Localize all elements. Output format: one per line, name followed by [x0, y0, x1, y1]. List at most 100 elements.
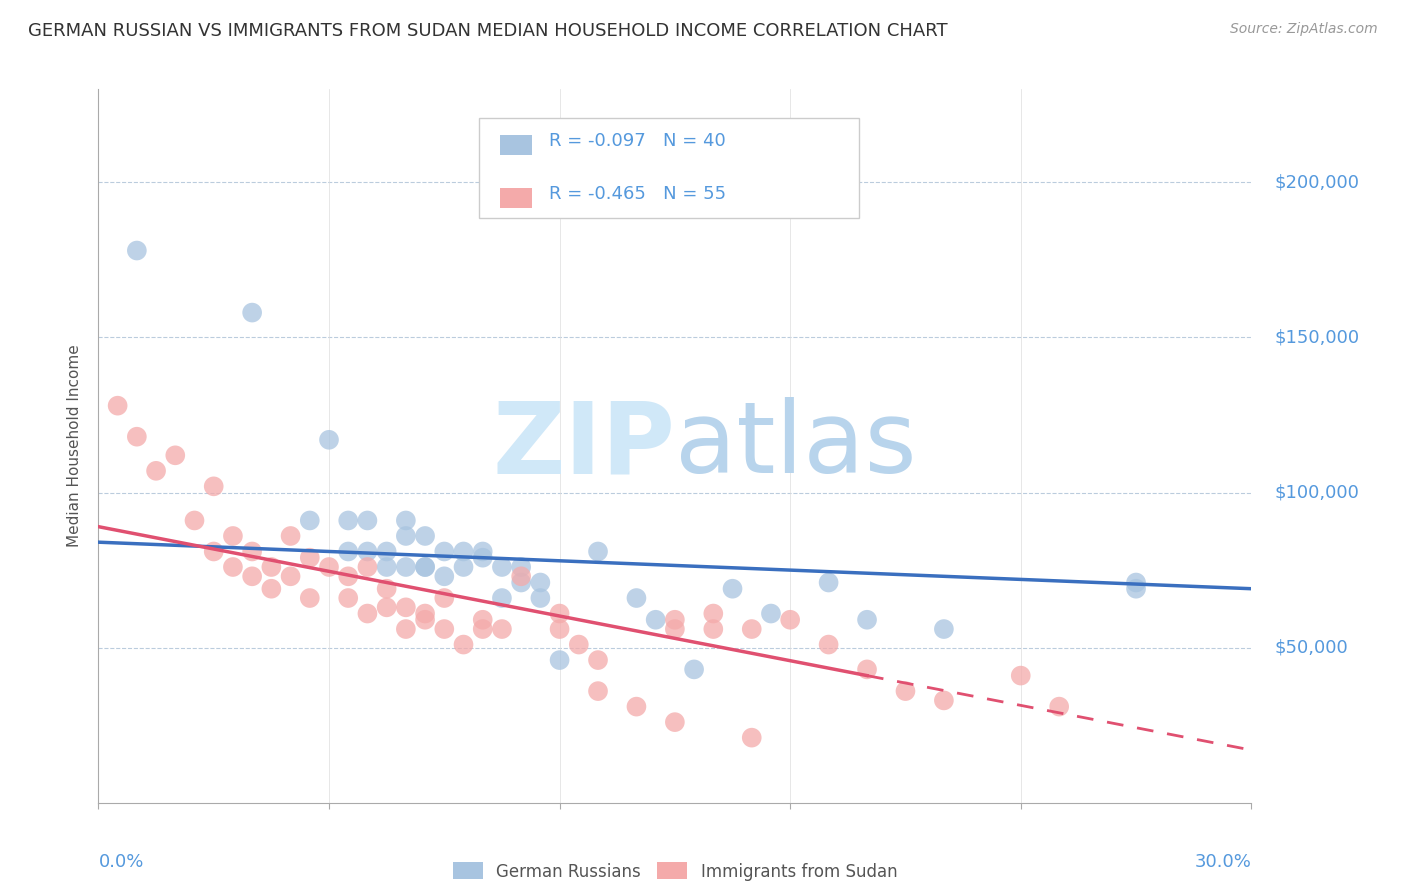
Point	[453, 544, 475, 558]
Point	[664, 715, 686, 730]
FancyBboxPatch shape	[479, 118, 859, 218]
Point	[298, 550, 321, 565]
Point	[586, 653, 609, 667]
Point	[741, 731, 763, 745]
Text: atlas: atlas	[675, 398, 917, 494]
Point	[318, 433, 340, 447]
Point	[395, 513, 418, 527]
Point	[702, 622, 724, 636]
Point	[586, 684, 609, 698]
Point	[240, 305, 263, 319]
Point	[375, 582, 398, 596]
Point	[491, 560, 513, 574]
Point	[260, 582, 283, 596]
Point	[413, 613, 436, 627]
Point	[280, 529, 302, 543]
Point	[375, 544, 398, 558]
Point	[395, 600, 418, 615]
Point	[413, 607, 436, 621]
Point	[491, 591, 513, 605]
Point	[395, 529, 418, 543]
Point	[375, 600, 398, 615]
Point	[433, 544, 456, 558]
Point	[817, 638, 839, 652]
Point	[568, 638, 591, 652]
Point	[260, 560, 283, 574]
Point	[125, 244, 148, 258]
FancyBboxPatch shape	[499, 188, 531, 209]
Point	[145, 464, 167, 478]
Point	[1010, 668, 1032, 682]
Point	[548, 607, 571, 621]
Point	[337, 544, 360, 558]
Text: $200,000: $200,000	[1274, 173, 1360, 191]
Point	[510, 569, 533, 583]
FancyBboxPatch shape	[499, 135, 531, 155]
Point	[337, 569, 360, 583]
Point	[932, 693, 955, 707]
Point	[510, 575, 533, 590]
Point	[337, 591, 360, 605]
Point	[433, 569, 456, 583]
Point	[664, 613, 686, 627]
Point	[586, 544, 609, 558]
Point	[453, 638, 475, 652]
Point	[626, 699, 648, 714]
Point	[932, 622, 955, 636]
Text: GERMAN RUSSIAN VS IMMIGRANTS FROM SUDAN MEDIAN HOUSEHOLD INCOME CORRELATION CHAR: GERMAN RUSSIAN VS IMMIGRANTS FROM SUDAN …	[28, 22, 948, 40]
Point	[702, 607, 724, 621]
Point	[491, 622, 513, 636]
Point	[356, 544, 378, 558]
Point	[395, 622, 418, 636]
Point	[510, 560, 533, 574]
Point	[453, 560, 475, 574]
Point	[202, 479, 225, 493]
Point	[298, 591, 321, 605]
Point	[471, 622, 494, 636]
Point	[107, 399, 129, 413]
Point	[817, 575, 839, 590]
Text: $50,000: $50,000	[1274, 639, 1348, 657]
Point	[356, 513, 378, 527]
Point	[1047, 699, 1070, 714]
Point	[779, 613, 801, 627]
Point	[280, 569, 302, 583]
Point	[318, 560, 340, 574]
Point	[471, 550, 494, 565]
Text: $150,000: $150,000	[1274, 328, 1360, 346]
Text: 0.0%: 0.0%	[98, 853, 143, 871]
Y-axis label: Median Household Income: Median Household Income	[67, 344, 83, 548]
Point	[433, 591, 456, 605]
Point	[183, 513, 205, 527]
Text: 30.0%: 30.0%	[1195, 853, 1251, 871]
Point	[125, 430, 148, 444]
Point	[721, 582, 744, 596]
Point	[1125, 582, 1147, 596]
Point	[165, 448, 187, 462]
Point	[664, 622, 686, 636]
Point	[529, 575, 551, 590]
Point	[413, 560, 436, 574]
Point	[856, 613, 879, 627]
Text: R = -0.465   N = 55: R = -0.465 N = 55	[550, 186, 727, 203]
Point	[202, 544, 225, 558]
Point	[644, 613, 666, 627]
Point	[548, 622, 571, 636]
Point	[433, 622, 456, 636]
Point	[356, 607, 378, 621]
Text: $100,000: $100,000	[1274, 483, 1360, 501]
Point	[413, 560, 436, 574]
Point	[413, 529, 436, 543]
Point	[759, 607, 782, 621]
Point	[471, 544, 494, 558]
Point	[548, 653, 571, 667]
Point	[856, 662, 879, 676]
Text: ZIP: ZIP	[492, 398, 675, 494]
Point	[471, 613, 494, 627]
Point	[395, 560, 418, 574]
Point	[298, 513, 321, 527]
Point	[1125, 575, 1147, 590]
Point	[222, 560, 245, 574]
Point	[683, 662, 706, 676]
Point	[356, 560, 378, 574]
